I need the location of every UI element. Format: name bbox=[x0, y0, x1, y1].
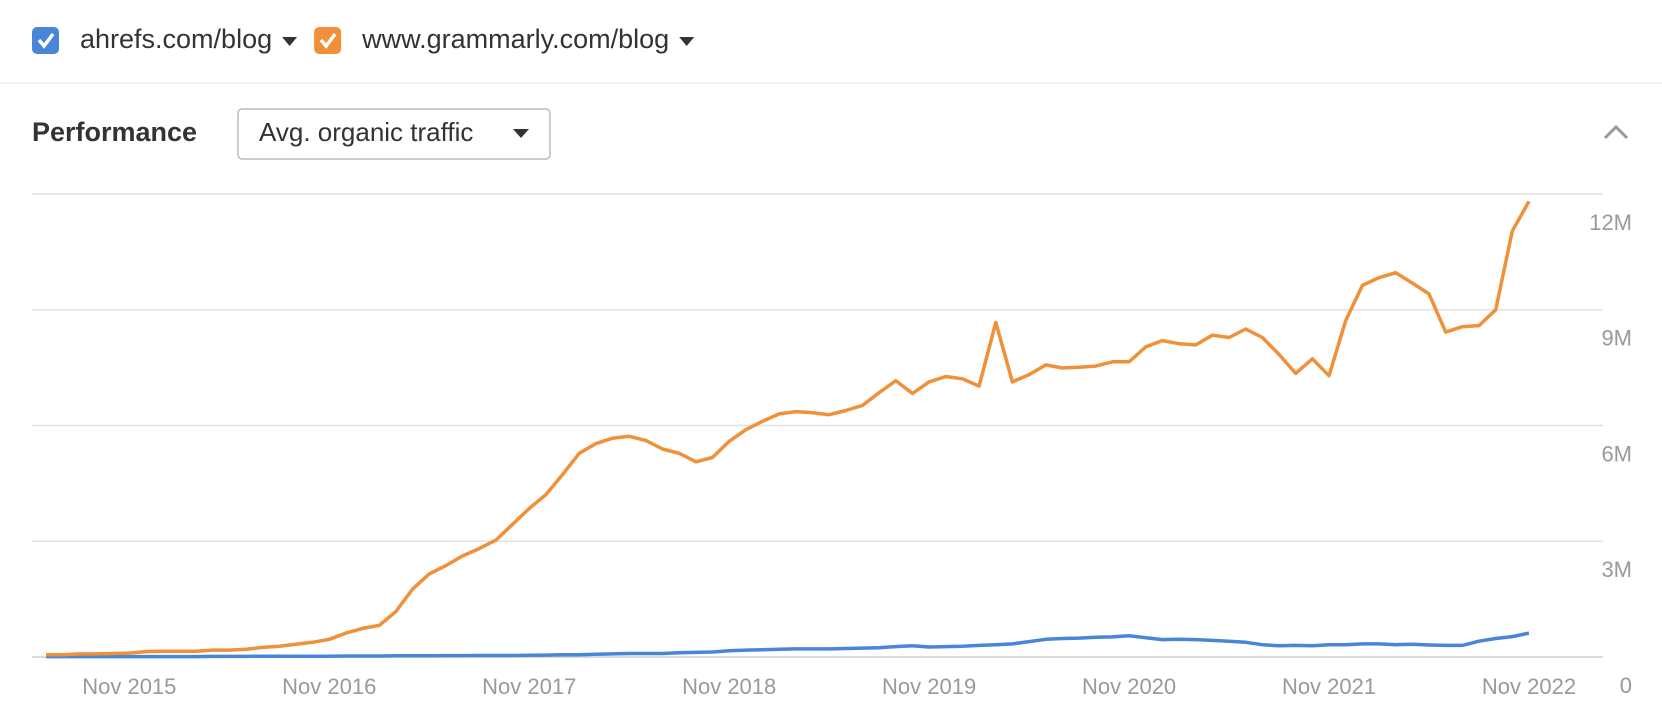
series-line bbox=[46, 200, 1531, 657]
y-tick-label: 12M bbox=[1589, 210, 1632, 235]
x-tick-label: Nov 2021 bbox=[1282, 674, 1376, 699]
x-tick-label: Nov 2016 bbox=[282, 674, 376, 699]
legend-dropdown-arrow[interactable] bbox=[282, 37, 298, 46]
y-tick-label: 0 bbox=[1620, 673, 1632, 698]
legend-checkbox[interactable] bbox=[32, 27, 59, 54]
y-tick-label: 3M bbox=[1601, 557, 1632, 582]
x-tick-label: Nov 2019 bbox=[882, 674, 976, 699]
checkmark bbox=[319, 32, 337, 49]
dropdown-label: Avg. organic traffic bbox=[259, 117, 473, 147]
legend-label: www.grammarly.com/blog bbox=[361, 24, 669, 54]
legend-checkbox[interactable] bbox=[314, 27, 342, 54]
x-tick-label: Nov 2022 bbox=[1482, 674, 1576, 699]
y-tick-label: 6M bbox=[1601, 441, 1632, 466]
x-tick-label: Nov 2015 bbox=[82, 674, 176, 699]
legend-dropdown-arrow[interactable] bbox=[679, 37, 695, 46]
collapse-caret[interactable] bbox=[1603, 124, 1629, 140]
metric-dropdown[interactable] bbox=[237, 108, 551, 160]
legend-label: ahrefs.com/blog bbox=[80, 24, 272, 54]
y-tick-label: 9M bbox=[1601, 326, 1632, 351]
dropdown-arrow bbox=[513, 129, 529, 138]
chart-title: Performance bbox=[32, 117, 197, 147]
x-tick-label: Nov 2017 bbox=[482, 674, 576, 699]
series-line bbox=[46, 631, 1530, 659]
x-tick-label: Nov 2018 bbox=[682, 674, 776, 699]
x-tick-label: Nov 2020 bbox=[1082, 674, 1176, 699]
checkmark bbox=[37, 32, 55, 49]
